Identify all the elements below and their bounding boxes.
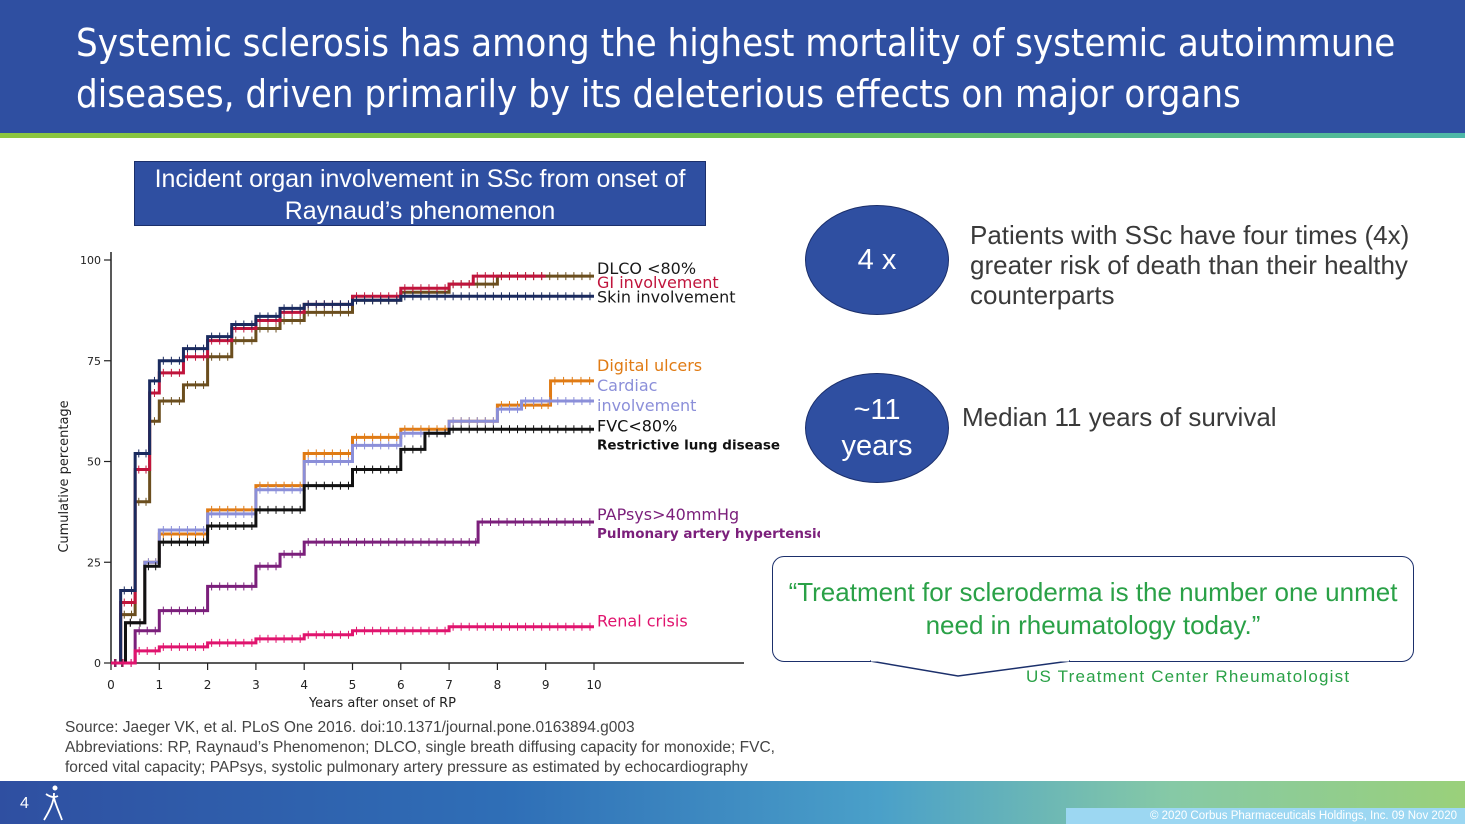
x-tick-label: 4 [300,678,308,692]
y-tick-label: 100 [80,254,101,267]
copyright: © 2020 Corbus Pharmaceuticals Holdings, … [1066,808,1465,824]
x-tick-label: 0 [107,678,115,692]
stat-bubble-11-years: ~11 years [805,373,949,483]
series-label: Renal crisis [597,612,688,631]
y-axis-label: Cumulative percentage [57,400,72,552]
series-line [111,274,594,665]
x-tick-label: 1 [155,678,163,692]
slide-title: Systemic sclerosis has among the highest… [76,21,1396,116]
source-line: Source: Jaeger VK, et al. PLoS One 2016.… [65,719,635,736]
page-number: 4 [20,795,29,812]
stat-text-risk: Patients with SSc have four times (4x) g… [970,220,1410,310]
header-stripe [0,133,1465,138]
series-line [111,294,594,665]
stat-value-line1: ~11 [853,394,901,426]
x-tick-label: 5 [349,678,357,692]
stat-bubble-4x: 4 x [805,205,949,315]
quote-author: US Treatment Center Rheumatologist [1026,667,1351,686]
y-tick-label: 25 [87,556,101,569]
series-label: PAPsys>40mmHg [597,505,739,524]
x-tick-label: 7 [445,678,453,692]
x-tick-label: 10 [586,678,601,692]
series-label: Digital ulcers [597,356,702,375]
chart-title-box: Incident organ involvement in SSc from o… [134,161,706,226]
abbreviations-line: Abbreviations: RP, Raynaud’s Phenomenon;… [65,739,775,756]
series-sublabel: Pulmonary artery hypertension [597,526,820,542]
stat-value: 4 x [857,244,897,276]
x-tick-label: 9 [542,678,550,692]
header-bar [0,0,1465,133]
series-label: FVC<80% [597,416,677,435]
source-notes: Source: Jaeger VK, et al. PLoS One 2016.… [65,718,865,778]
y-tick-label: 0 [94,657,101,670]
series-label: GI involvement [597,273,719,292]
quote-box [772,556,1414,662]
x-tick-label: 2 [204,678,212,692]
quote-tail [870,660,1070,677]
y-tick-label: 50 [87,456,101,469]
series-line [111,399,594,665]
x-tick-label: 8 [494,678,502,692]
series-label: Cardiac [597,376,657,395]
y-tick-label: 75 [87,355,101,368]
quote-text: “Treatment for scleroderma is the number… [788,577,1398,640]
x-tick-label: 6 [397,678,405,692]
series-sublabel: Restrictive lung disease [597,437,780,453]
series-line [111,274,546,665]
x-axis-label: Years after onset of RP [308,696,456,711]
abbreviations-line: forced vital capacity; PAPsys, systolic … [65,759,748,776]
company-logo-icon [43,785,63,821]
x-tick-label: 3 [252,678,260,692]
series-label: DLCO <80% [597,259,696,278]
stat-value-line2: years [841,430,913,462]
series-label: involvement [597,396,696,415]
series-label: Skin involvement [597,287,736,306]
series-line [111,625,594,665]
stat-text-survival: Median 11 years of survival [962,402,1277,432]
series-line [111,427,594,665]
